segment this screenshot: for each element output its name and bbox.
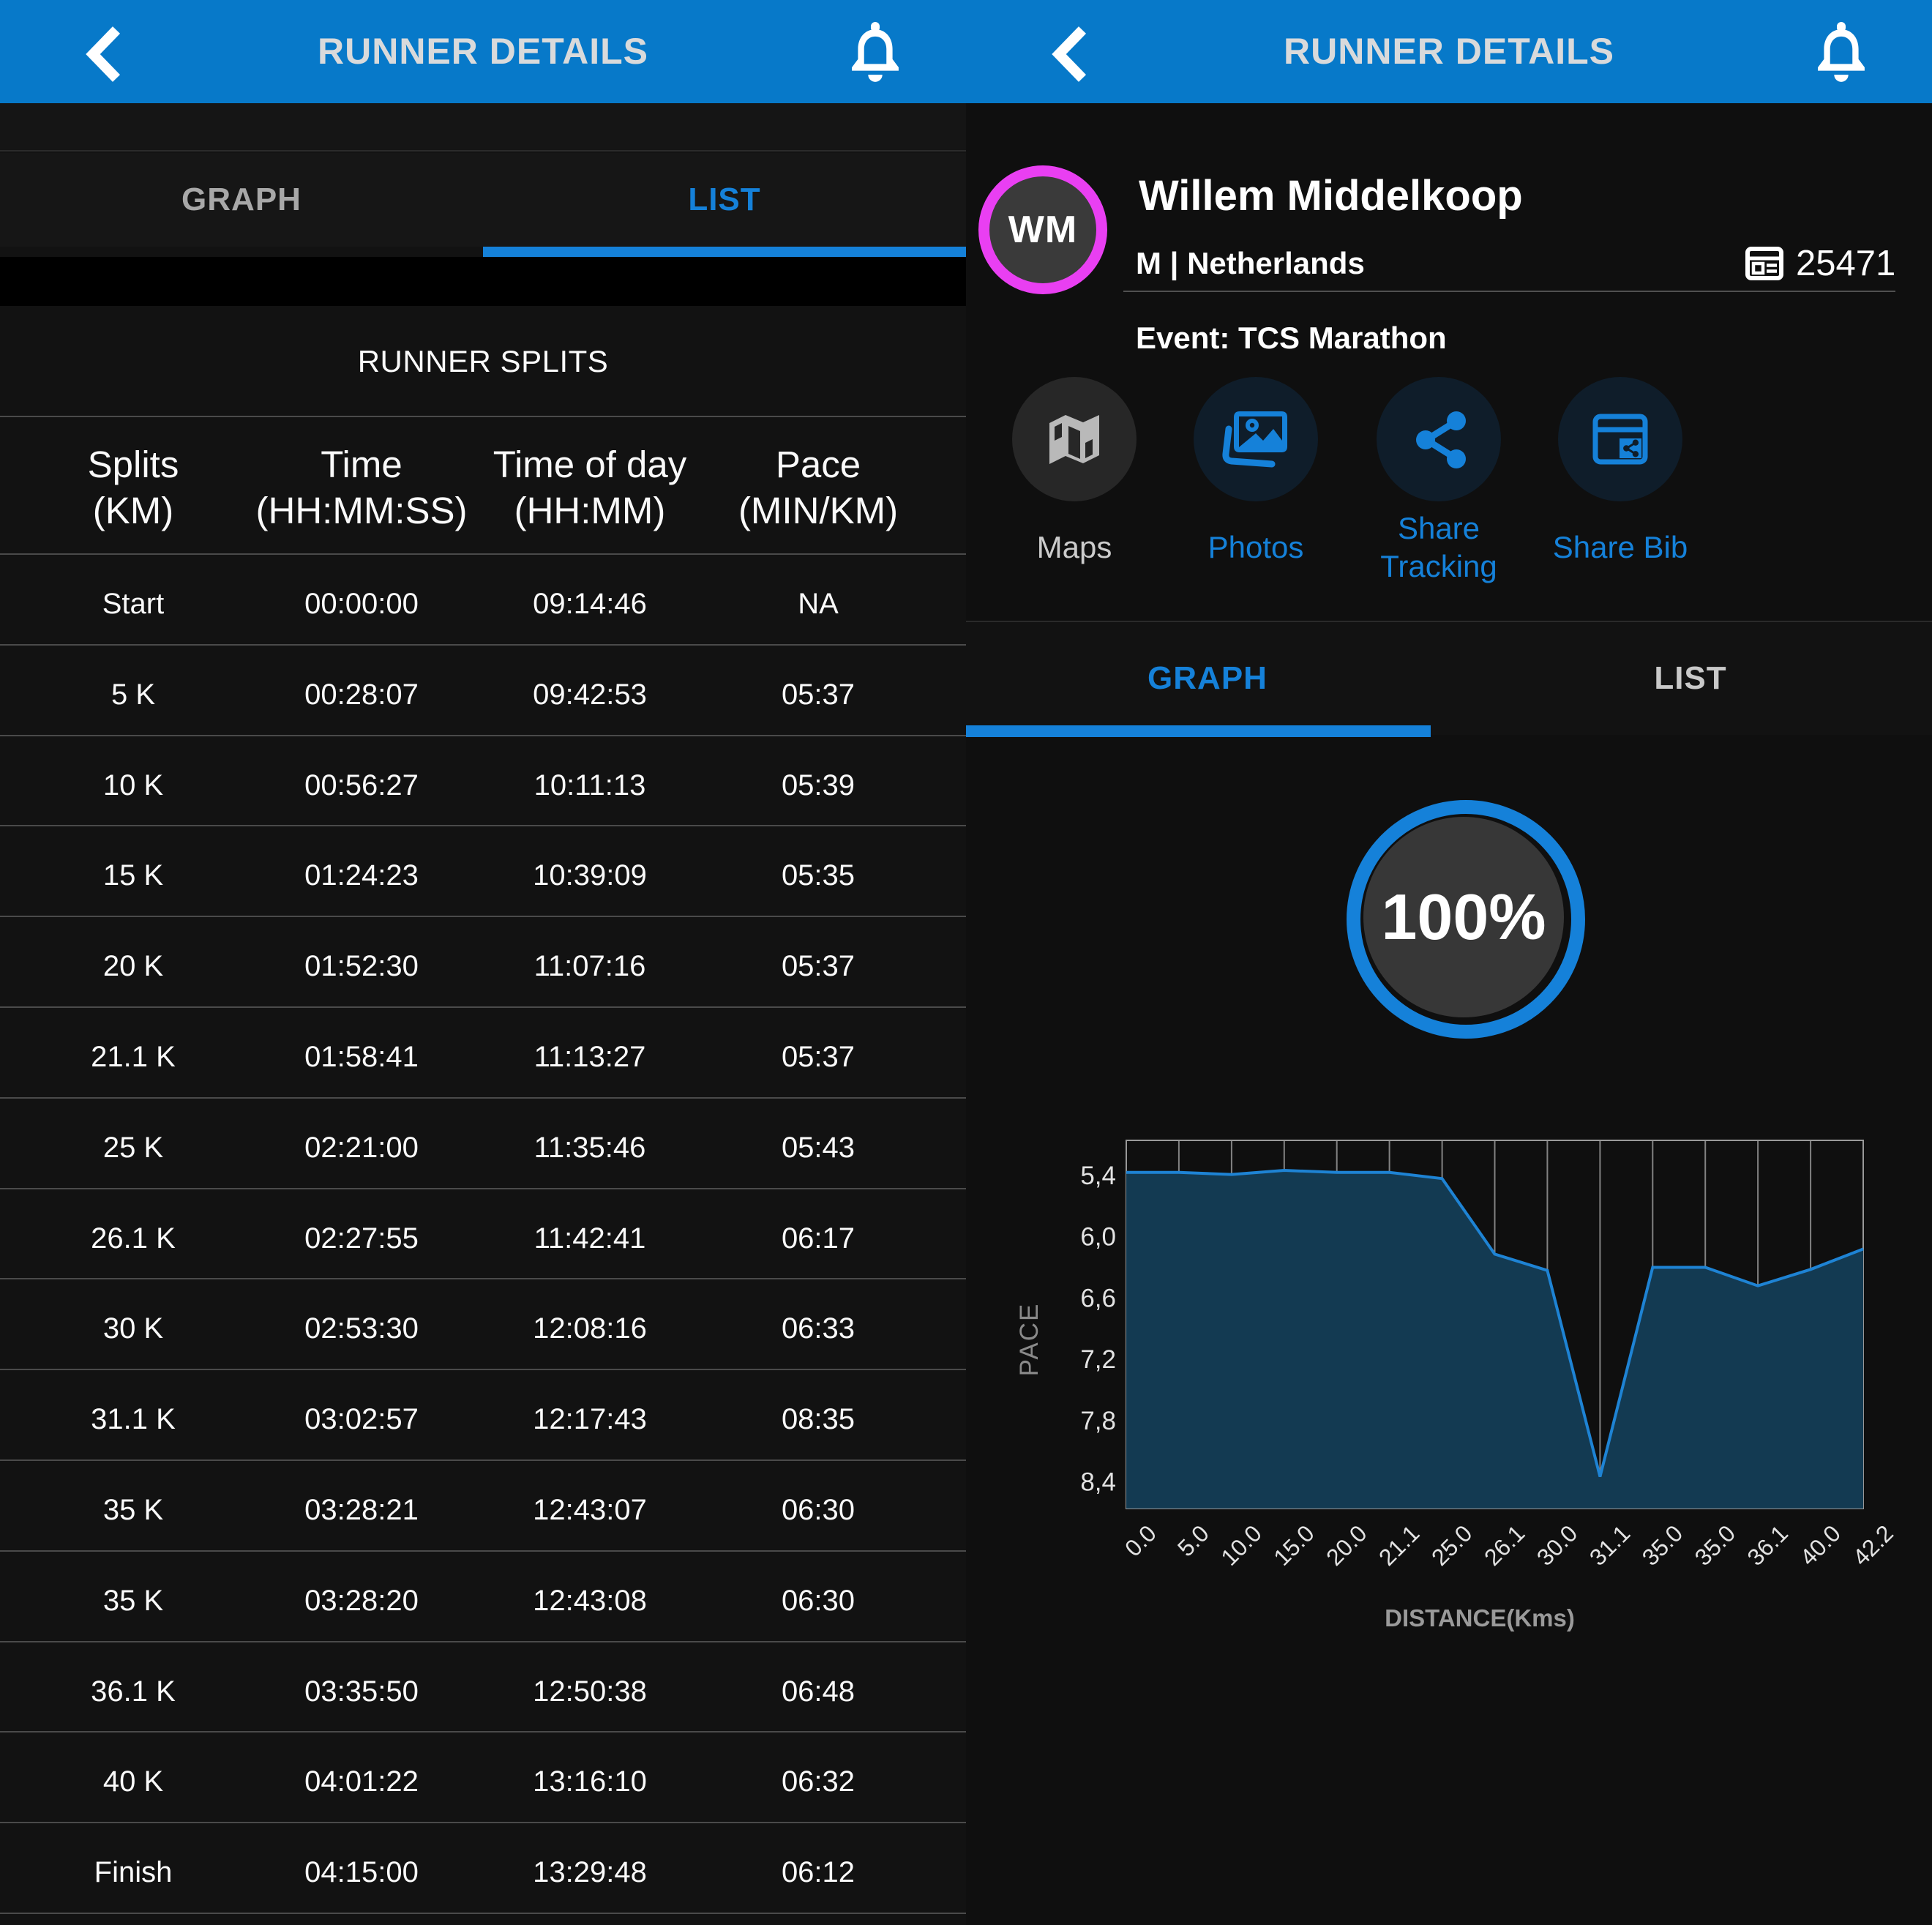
svg-text:8,4: 8,4 (1080, 1468, 1116, 1497)
svg-text:35.0: 35.0 (1637, 1520, 1688, 1570)
svg-text:6,6: 6,6 (1080, 1284, 1116, 1312)
svg-text:6,0: 6,0 (1080, 1223, 1116, 1252)
svg-text:10.0: 10.0 (1216, 1520, 1266, 1570)
svg-text:21.1: 21.1 (1374, 1520, 1424, 1570)
svg-text:15.0: 15.0 (1268, 1520, 1319, 1570)
svg-text:5.0: 5.0 (1172, 1520, 1214, 1561)
svg-text:7,2: 7,2 (1080, 1345, 1116, 1374)
svg-text:31.1: 31.1 (1584, 1520, 1635, 1570)
svg-text:40.0: 40.0 (1795, 1520, 1846, 1570)
svg-text:DISTANCE(Kms): DISTANCE(Kms) (1385, 1604, 1575, 1631)
svg-text:5,4: 5,4 (1080, 1162, 1116, 1190)
svg-text:30.0: 30.0 (1532, 1520, 1582, 1570)
svg-text:25.0: 25.0 (1426, 1520, 1477, 1570)
svg-text:0.0: 0.0 (1120, 1520, 1161, 1561)
svg-text:26.1: 26.1 (1479, 1520, 1530, 1570)
svg-text:PACE: PACE (1015, 1303, 1044, 1377)
svg-text:35.0: 35.0 (1690, 1520, 1740, 1570)
svg-text:36.1: 36.1 (1742, 1520, 1793, 1570)
svg-text:42.2: 42.2 (1847, 1520, 1898, 1570)
svg-text:20.0: 20.0 (1321, 1520, 1371, 1570)
svg-text:7,8: 7,8 (1080, 1407, 1116, 1435)
